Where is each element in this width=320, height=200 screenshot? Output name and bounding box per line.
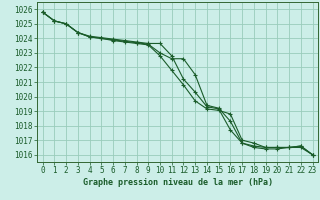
X-axis label: Graphe pression niveau de la mer (hPa): Graphe pression niveau de la mer (hPa)	[83, 178, 273, 187]
